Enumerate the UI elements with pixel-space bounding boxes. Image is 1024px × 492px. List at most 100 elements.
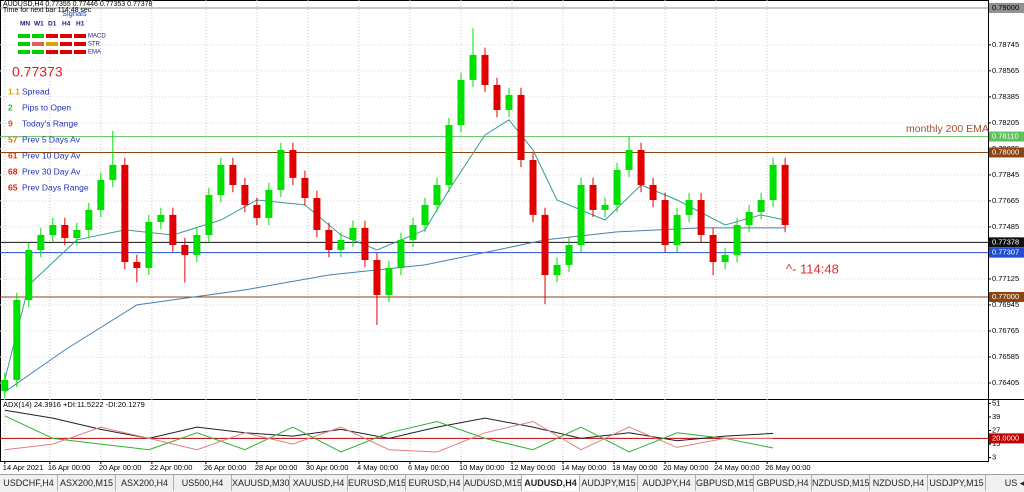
y-tick-label: 27 <box>992 425 1000 434</box>
info-value: 9 <box>8 118 13 128</box>
candle-body <box>553 264 561 276</box>
price-level-box <box>989 147 1024 158</box>
indicator-title: ADX(14) 24.3916 +DI:11.5222 -DI:20.1279 <box>3 400 145 409</box>
chart-tab[interactable]: USDCHF,H4 <box>0 475 58 491</box>
signal-cell <box>32 34 44 38</box>
x-tick-label: 30 Apr 00:00 <box>306 463 349 472</box>
candle-body <box>673 214 681 245</box>
x-tick-label: 14 Apr 2021 <box>3 463 43 472</box>
x-tick-label: 22 Apr 00:00 <box>150 463 193 472</box>
candle-body <box>61 225 69 239</box>
signal-label: EMA <box>88 50 101 56</box>
chart-tabs: USDCHF,H4 ASX200,M15 ASX200,H4 US500,H4 XAUU… <box>0 474 1024 492</box>
x-tick-label: 4 May 00:00 <box>357 463 398 472</box>
chart-tab[interactable]: NZDUSD,M15 <box>812 475 870 491</box>
signal-cell <box>18 42 30 46</box>
info-label: Prev Days Range <box>22 182 89 192</box>
candle-body <box>385 267 393 295</box>
chart: 14 Apr 2021 16 Apr 00:00 20 Apr 00:00 22 Ap… <box>0 0 1024 472</box>
candle-body <box>361 227 369 260</box>
symbol-header: AUDUSD,H4 0.77355 0.77446 0.77353 0.7737… <box>3 1 153 8</box>
y-tick-label: 0.77665 <box>992 196 1019 205</box>
candle-body <box>241 184 249 205</box>
x-tick-label: 16 Apr 00:00 <box>48 463 91 472</box>
price-level-box <box>989 247 1024 258</box>
info-value: 1.1 <box>8 86 20 96</box>
x-tick-label: 20 May 00:00 <box>663 463 708 472</box>
candle-body <box>541 214 549 276</box>
signal-cell <box>32 42 44 46</box>
price-level-label: 0.77000 <box>992 292 1019 301</box>
candle-body <box>685 200 693 215</box>
candle-body <box>493 84 501 110</box>
chart-tab[interactable]: NZDUSD,H4 <box>870 475 928 491</box>
bar-timer: Time for next bar 114:48 sec <box>3 7 92 14</box>
candle-body <box>25 250 33 301</box>
chart-tab[interactable]: AUDUSD,M15 <box>464 475 522 491</box>
chart-tab[interactable]: AUDJPY,M15 <box>580 475 638 491</box>
chart-tab[interactable]: EURUSD,M15 <box>348 475 406 491</box>
chart-tab[interactable]: GBPUSD,H4 <box>754 475 812 491</box>
signal-cell <box>60 50 72 54</box>
x-tick-label: 10 May 00:00 <box>459 463 504 472</box>
candle-body <box>625 150 633 170</box>
candle-body <box>37 234 45 251</box>
candle-body <box>769 164 777 201</box>
y-tick-label: 0.78385 <box>992 92 1019 101</box>
indicator-line <box>4 409 774 442</box>
candle-body <box>313 197 321 230</box>
chart-tab[interactable]: ASX200,H4 <box>116 475 174 491</box>
candle-body <box>337 239 345 251</box>
chart-tab[interactable]: XAUUSD,M30 <box>232 475 290 491</box>
current-price: 0.77373 <box>12 64 63 80</box>
signal-cell <box>60 34 72 38</box>
candle-body <box>529 159 537 215</box>
candle-body <box>457 79 465 126</box>
candle-body <box>757 200 765 213</box>
info-label: Pips to Open <box>22 102 71 112</box>
chart-tab[interactable]: XAUUSD,H4 <box>290 475 348 491</box>
x-tick-label: 28 Apr 00:00 <box>255 463 298 472</box>
chart-tab[interactable]: AUDUSD,H4 <box>522 475 580 491</box>
candle-body <box>73 229 81 239</box>
y-tick-label: 0.77485 <box>992 222 1019 231</box>
y-tick-label: 0.76945 <box>992 300 1019 309</box>
candle-body <box>517 94 525 160</box>
candle-body <box>373 259 381 295</box>
chart-tab[interactable]: AUDJPY,H4 <box>638 475 696 491</box>
chart-tab[interactable]: ASX200,M15 <box>58 475 116 491</box>
signal-header: H4 <box>62 21 71 28</box>
y-tick-label: 15 <box>992 439 1000 448</box>
candle-body <box>253 204 261 218</box>
candle-body <box>649 184 657 201</box>
indicator-line <box>4 420 774 453</box>
y-tick-label: 3 <box>992 453 996 462</box>
candle-body <box>613 169 621 205</box>
price-level-box <box>989 2 1024 13</box>
candle-body <box>589 184 597 210</box>
chart-tab[interactable]: GBPUSD,M15 <box>696 475 754 491</box>
candle-body <box>85 209 93 230</box>
candle-body <box>577 184 585 245</box>
x-tick-label: 26 Apr 00:00 <box>204 463 247 472</box>
info-label: Today's Range <box>22 118 78 128</box>
y-tick-label: 51 <box>992 398 1000 407</box>
candle-body <box>109 164 117 180</box>
chart-tab[interactable]: EURUSD,H4 <box>406 475 464 491</box>
price-level-label: 0.79000 <box>992 3 1019 12</box>
level-box <box>989 433 1024 444</box>
signal-header: H1 <box>76 21 85 28</box>
signal-cell <box>74 50 86 54</box>
chart-tab[interactable]: US ◂ <box>986 475 1024 491</box>
y-tick-label: 0.77845 <box>992 170 1019 179</box>
candle-body <box>145 221 153 268</box>
candle-body <box>265 189 273 218</box>
candle-body <box>661 200 669 245</box>
chart-tab[interactable]: US500,H4 <box>174 475 232 491</box>
candle-body <box>13 300 21 380</box>
candle-body <box>421 204 429 226</box>
chart-tab[interactable]: USDJPY,M15 <box>928 475 986 491</box>
info-value: 65 <box>8 182 18 192</box>
signal-cell <box>60 42 72 46</box>
